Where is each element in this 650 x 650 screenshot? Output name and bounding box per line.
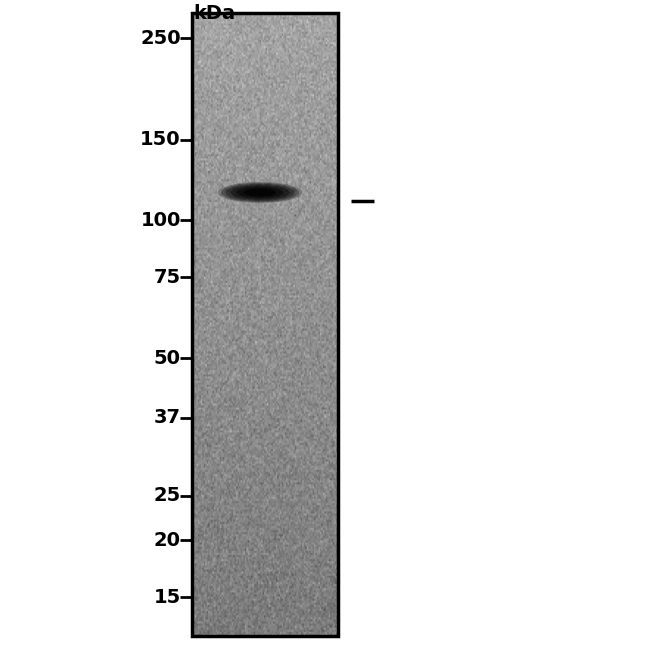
Ellipse shape [237, 187, 283, 198]
Text: 150: 150 [140, 130, 181, 149]
Text: 25: 25 [153, 486, 181, 506]
Ellipse shape [218, 182, 302, 203]
Text: 20: 20 [153, 531, 181, 550]
Text: 100: 100 [140, 211, 181, 229]
Text: 75: 75 [153, 268, 181, 287]
Ellipse shape [244, 188, 276, 196]
Text: 15: 15 [153, 588, 181, 607]
Text: kDa: kDa [194, 4, 235, 23]
Ellipse shape [231, 185, 290, 200]
Bar [192, 13, 338, 636]
Text: 50: 50 [153, 348, 181, 368]
Ellipse shape [226, 184, 294, 201]
Text: 250: 250 [140, 29, 181, 47]
Ellipse shape [221, 183, 299, 202]
Text: 37: 37 [153, 408, 181, 428]
